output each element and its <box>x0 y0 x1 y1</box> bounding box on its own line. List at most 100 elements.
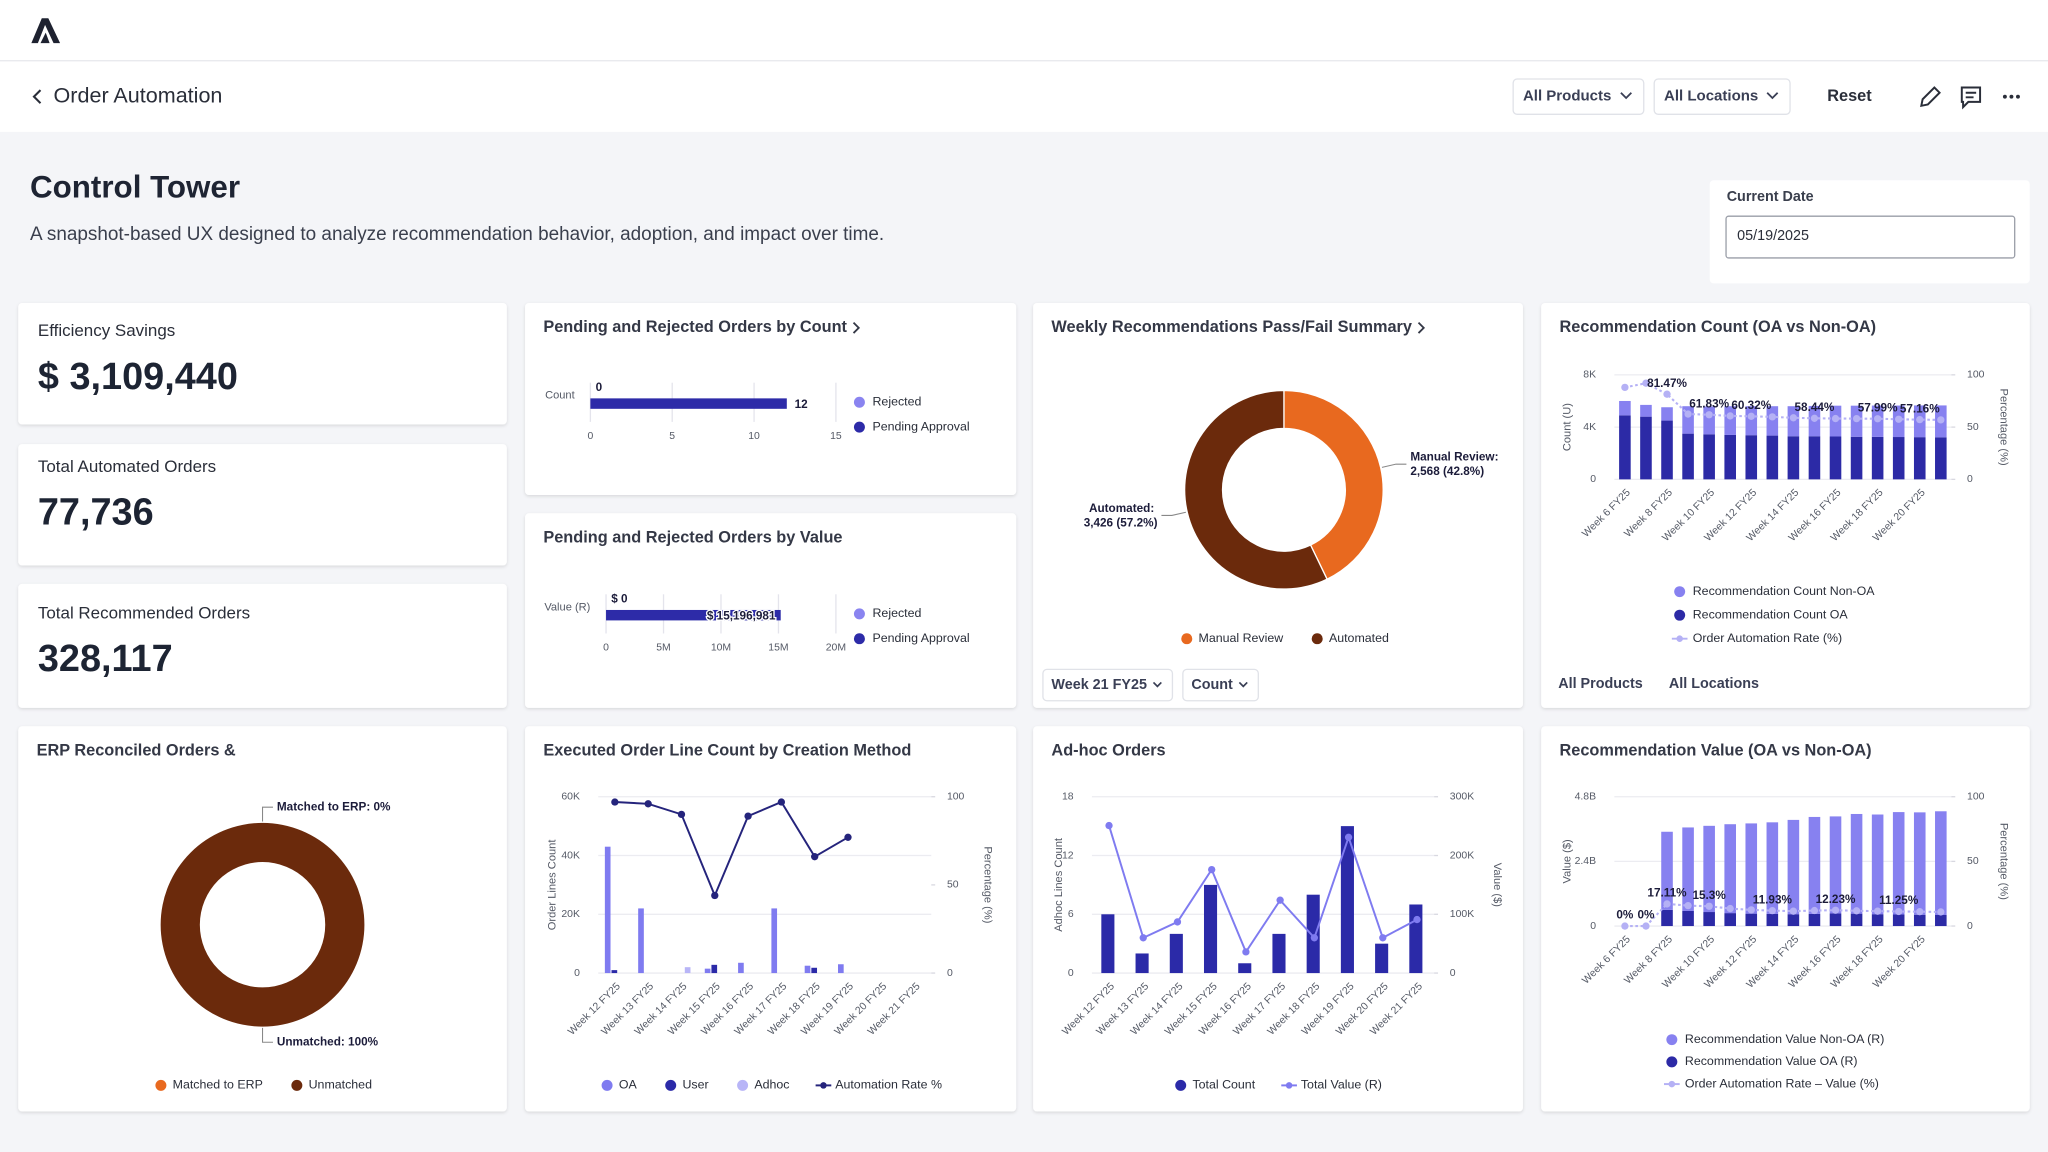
location-filter[interactable] <box>1653 78 1791 115</box>
bar <box>1808 436 1821 480</box>
y2-axis-label: Percentage (%) <box>1998 823 2010 900</box>
comment-icon[interactable] <box>1960 86 1982 110</box>
y-tick-label: 60K <box>561 792 580 803</box>
bar <box>1682 827 1694 911</box>
bar <box>1850 813 1863 914</box>
card-filter[interactable]: All Locations <box>1669 676 1759 692</box>
legend-label: User <box>682 1078 708 1092</box>
bar <box>1871 436 1884 480</box>
date-input[interactable] <box>1725 215 2016 259</box>
bar <box>838 964 844 974</box>
product-filter[interactable] <box>1512 78 1645 115</box>
y2-tick-label: 300K <box>1450 792 1474 803</box>
more-icon[interactable] <box>2002 94 2020 99</box>
data-label: 15.3% <box>1692 889 1726 902</box>
category-label: Value (R) <box>544 601 590 613</box>
bar <box>1766 435 1779 480</box>
legend-marker <box>853 608 865 620</box>
legend-marker <box>1666 1034 1678 1046</box>
bar <box>1787 914 1800 927</box>
logo[interactable] <box>31 18 61 44</box>
card <box>525 726 1017 1112</box>
line-point <box>711 891 719 900</box>
legend-label: OA <box>619 1078 638 1092</box>
line-point <box>1916 415 1924 424</box>
legend-item: Rejected <box>853 606 922 620</box>
legend-label: Pending Approval <box>872 419 969 433</box>
x-tick-label: 15 <box>830 431 842 442</box>
line-point <box>1726 412 1734 420</box>
legend-item: Order Automation Rate – Value (%) <box>1663 1076 1879 1090</box>
y-tick-label: 0 <box>1590 921 1596 932</box>
y-tick-label: 40K <box>561 850 580 861</box>
line-point <box>1139 934 1147 942</box>
line <box>1624 382 1941 421</box>
bar <box>1724 913 1736 927</box>
x-tick-label: 0 <box>587 431 593 442</box>
legend: OA User Adhoc Automation Rate % <box>601 1078 942 1092</box>
line-point <box>844 833 852 841</box>
page-breadcrumb: Order Automation <box>54 82 223 107</box>
legend-label: Order Automation Rate (%) <box>1693 631 1842 645</box>
kpi-card: Total Recommended Orders 328,117 <box>18 583 507 708</box>
y2-tick-label: 100K <box>1450 909 1474 920</box>
bar <box>1829 913 1842 927</box>
line-point <box>1852 907 1861 915</box>
line-point <box>677 810 686 819</box>
bar <box>638 908 644 974</box>
legend-label: Rejected <box>872 606 921 620</box>
bar <box>1682 406 1694 434</box>
bar <box>1661 909 1673 927</box>
y-tick-label: 2.4B <box>1575 856 1597 867</box>
dropdown[interactable] <box>1042 668 1174 702</box>
dropdown-icon <box>1152 681 1162 688</box>
leader-line <box>262 806 273 822</box>
bar <box>1766 406 1779 436</box>
y-axis-label: Order Lines Count <box>546 840 558 931</box>
back-button[interactable] <box>32 89 42 104</box>
card-title: ERP Reconciled Orders & <box>37 741 236 759</box>
line-point <box>744 812 752 820</box>
reset-button[interactable]: Reset <box>1827 87 1872 105</box>
line-point <box>1621 383 1629 392</box>
dropdown[interactable] <box>1182 668 1259 702</box>
line-point <box>1642 379 1650 387</box>
kpi-value: 328,117 <box>38 638 173 680</box>
y-tick-label: 4K <box>1583 422 1596 433</box>
legend-label: Order Automation Rate – Value (%) <box>1685 1076 1879 1090</box>
legend-label: Unmatched <box>309 1078 372 1092</box>
legend-marker <box>737 1079 749 1091</box>
page-title: Control Tower <box>30 170 240 205</box>
legend-label: Pending Approval <box>872 631 969 645</box>
line-point <box>1768 906 1776 915</box>
legend-marker <box>1666 1056 1678 1068</box>
data-label: 57.16% <box>1900 402 1940 415</box>
legend-label: Recommendation Count Non-OA <box>1693 584 1876 598</box>
legend: Manual Review Automated <box>1181 631 1389 645</box>
bar <box>1661 407 1673 421</box>
line-point <box>1747 412 1755 420</box>
card-title: Recommendation Count (OA vs Non-OA) <box>1560 318 1877 336</box>
legend-item: Pending Approval <box>853 631 970 645</box>
bar <box>1375 943 1389 974</box>
title-link-icon[interactable] <box>852 321 861 334</box>
legend-label: Total Value (R) <box>1301 1078 1382 1092</box>
edit-icon[interactable] <box>1920 86 1941 108</box>
legend-item: Recommendation Value Non-OA (R) <box>1666 1032 1884 1046</box>
legend-marker <box>1311 633 1323 645</box>
bar <box>1787 436 1800 480</box>
title-link-icon[interactable] <box>1417 321 1426 334</box>
line-point <box>1916 908 1924 916</box>
y2-tick-label: 50 <box>947 880 959 891</box>
card-filter[interactable]: All Products <box>1558 676 1643 692</box>
card-title: Recommendation Value (OA vs Non-OA) <box>1560 741 1872 759</box>
data-label: Automated: 3,426 (57.2%) <box>1084 502 1158 529</box>
bar <box>1135 953 1149 974</box>
y-tick-label: 6 <box>1068 909 1074 920</box>
data-label: 81.47% <box>1647 377 1687 390</box>
legend-marker <box>853 421 865 433</box>
line-point <box>1768 413 1776 421</box>
y-tick-label: 20K <box>561 909 580 920</box>
bar <box>1724 406 1736 435</box>
data-label: 17.11% <box>1647 887 1687 900</box>
